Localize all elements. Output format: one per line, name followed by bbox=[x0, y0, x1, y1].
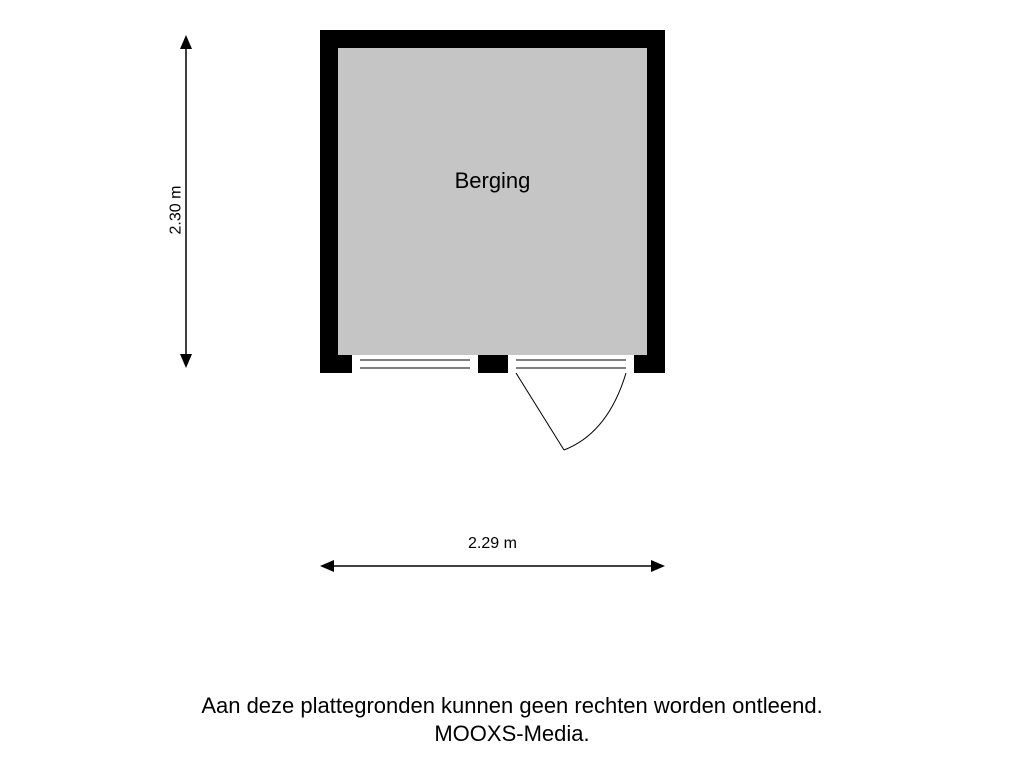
wall-bottom-seg1 bbox=[320, 355, 352, 373]
disclaimer-line2: MOOXS-Media. bbox=[0, 720, 1024, 748]
floorplan-canvas: Berging 2.30 m 2.29 m Aan deze plattegro… bbox=[0, 0, 1024, 768]
disclaimer: Aan deze plattegronden kunnen geen recht… bbox=[0, 692, 1024, 747]
wall-left bbox=[320, 30, 338, 373]
door-swing bbox=[508, 373, 638, 463]
wall-right bbox=[647, 30, 665, 373]
wall-top bbox=[320, 30, 665, 48]
wall-bottom-seg2 bbox=[478, 355, 508, 373]
dimension-horizontal bbox=[320, 556, 665, 576]
dimension-vertical-label: 2.30 m bbox=[167, 186, 185, 235]
window-2 bbox=[516, 355, 626, 373]
dimension-horizontal-label: 2.29 m bbox=[320, 535, 665, 553]
window-1 bbox=[360, 355, 470, 373]
room-fill bbox=[338, 48, 647, 355]
room-label: Berging bbox=[338, 168, 647, 194]
disclaimer-line1: Aan deze plattegronden kunnen geen recht… bbox=[0, 692, 1024, 720]
wall-bottom-seg3 bbox=[634, 355, 665, 373]
